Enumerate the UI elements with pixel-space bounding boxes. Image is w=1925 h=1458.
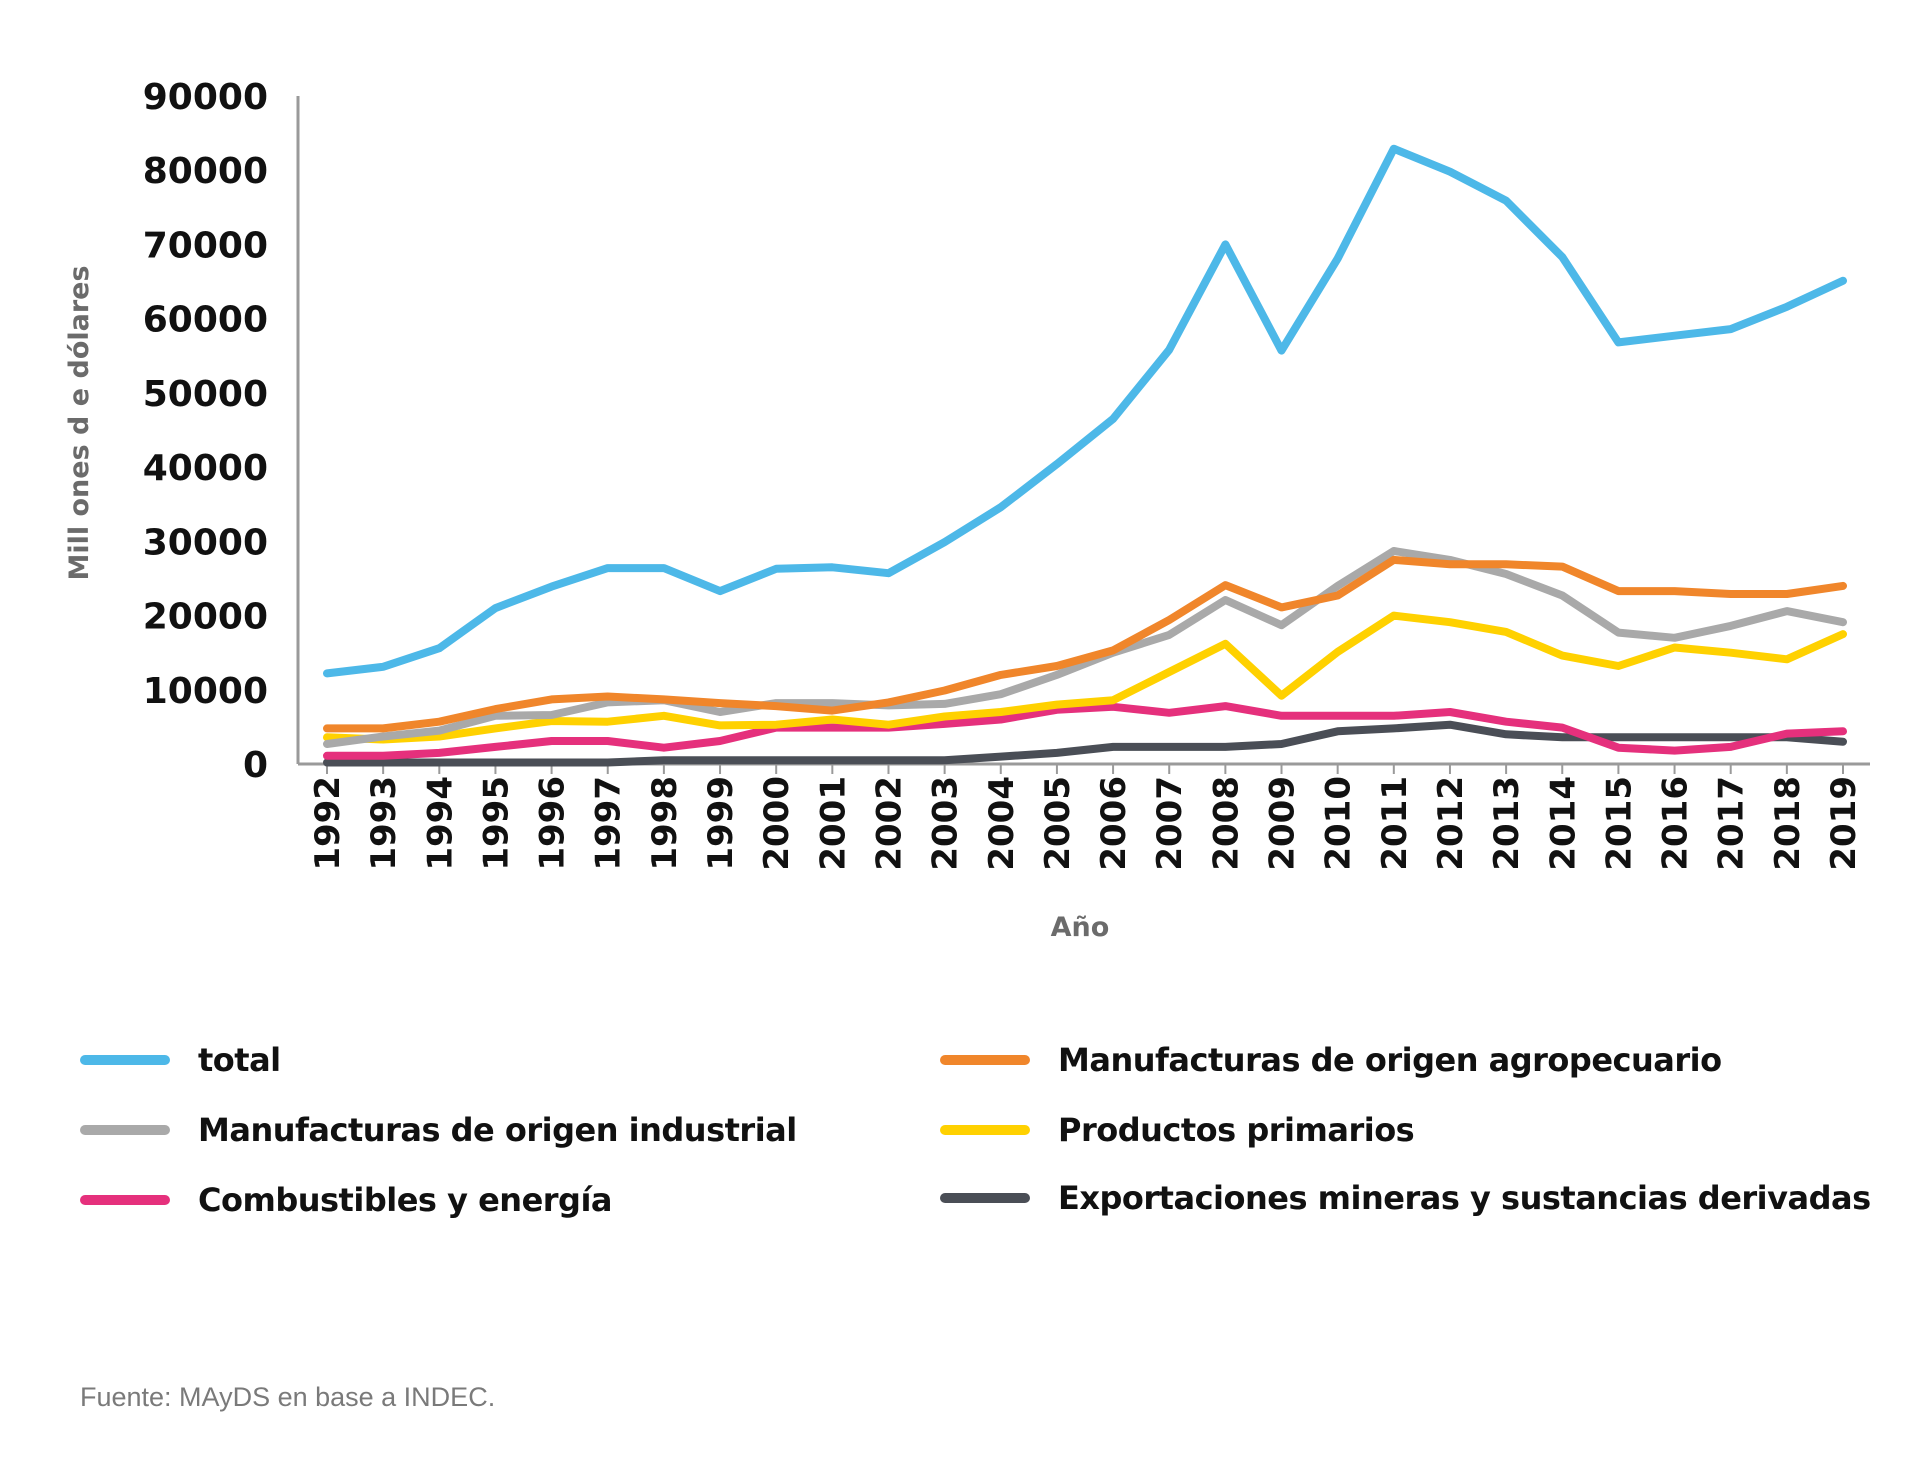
series-lines xyxy=(323,144,1847,767)
legend-label: Exportaciones mineras y sustancias deriv… xyxy=(1058,1179,1871,1217)
y-axis-label: Mill ones d e dólares xyxy=(64,265,95,580)
legend-label: Productos primarios xyxy=(1058,1111,1415,1149)
y-tick-label: 20000 xyxy=(143,597,268,638)
x-tick-label: 2010 xyxy=(1319,776,1359,871)
x-tick-label: 2018 xyxy=(1768,776,1808,871)
y-tick-label: 0 xyxy=(243,745,268,786)
x-tick-label: 2006 xyxy=(1094,776,1134,871)
series-line-0 xyxy=(323,144,1847,678)
series-line-1 xyxy=(323,555,1847,733)
x-axis-ticks: 1992 1993 1994 1995 1996 1997 1998 1999 2000 2001… xyxy=(308,764,1864,871)
x-tick-label: 1995 xyxy=(476,776,516,871)
series-line-4 xyxy=(323,702,1847,760)
y-tick-label: 80000 xyxy=(143,151,268,192)
x-tick-label: 2001 xyxy=(813,776,853,871)
x-tick-label: 1996 xyxy=(533,776,573,871)
series-line-2 xyxy=(323,547,1847,748)
y-tick-label: 10000 xyxy=(143,671,268,712)
x-tick-label: 2014 xyxy=(1543,776,1583,871)
legend-item-moi: Manufacturas de origen industrial xyxy=(80,1110,797,1150)
x-tick-label: 2000 xyxy=(757,776,797,871)
legend-item-combustibles: Combustibles y energía xyxy=(80,1180,613,1220)
source-note: Fuente: MAyDS en base a INDEC. xyxy=(80,1382,496,1412)
legend-item-total: total xyxy=(80,1040,281,1080)
x-tick-label: 1997 xyxy=(589,776,629,871)
x-tick-label: 1998 xyxy=(645,776,685,871)
series-line-3 xyxy=(323,611,1847,744)
x-tick-label: 2019 xyxy=(1824,776,1864,871)
x-tick-label: 2012 xyxy=(1431,776,1471,871)
legend-swatch xyxy=(940,1193,1030,1203)
x-tick-label: 2009 xyxy=(1263,776,1303,871)
legend-swatch xyxy=(80,1055,170,1065)
x-tick-label: 2013 xyxy=(1487,776,1527,871)
x-tick-label: 2007 xyxy=(1150,776,1190,871)
x-tick-label: 2008 xyxy=(1206,776,1246,871)
y-tick-label: 70000 xyxy=(143,225,268,266)
x-tick-label: 2016 xyxy=(1656,776,1696,871)
legend-swatch xyxy=(80,1125,170,1135)
x-tick-label: 2003 xyxy=(926,776,966,871)
x-tick-label: 2015 xyxy=(1599,776,1639,871)
x-tick-label: 1999 xyxy=(701,776,741,871)
y-tick-label: 50000 xyxy=(143,374,268,415)
y-tick-label: 60000 xyxy=(143,300,268,341)
legend-item-primarios: Productos primarios xyxy=(940,1110,1415,1150)
x-tick-label: 2017 xyxy=(1712,776,1752,871)
legend-item-moa: Manufacturas de origen agropecuario xyxy=(940,1040,1722,1080)
legend-label: Manufacturas de origen agropecuario xyxy=(1058,1041,1722,1079)
x-tick-label: 1992 xyxy=(308,776,348,871)
legend-item-mineras: Exportaciones mineras y sustancias deriv… xyxy=(940,1178,1871,1218)
legend-swatch xyxy=(940,1125,1030,1135)
legend-label: total xyxy=(198,1041,281,1079)
legend-swatch xyxy=(940,1055,1030,1065)
x-tick-label: 2011 xyxy=(1375,776,1415,871)
x-tick-label: 2002 xyxy=(869,776,909,871)
legend-swatch xyxy=(80,1195,170,1205)
y-tick-label: 90000 xyxy=(143,77,268,118)
legend-label: Manufacturas de origen industrial xyxy=(198,1111,797,1149)
x-tick-label: 2004 xyxy=(982,776,1022,871)
y-axis-ticks: 0 10000 20000 30000 40000 50000 60000 70000 8000… xyxy=(143,77,268,786)
x-axis-label: Año xyxy=(1051,912,1110,943)
y-tick-label: 30000 xyxy=(143,522,268,563)
legend-label: Combustibles y energía xyxy=(198,1181,613,1219)
y-tick-label: 40000 xyxy=(143,448,268,489)
x-tick-label: 1993 xyxy=(364,776,404,871)
x-tick-label: 1994 xyxy=(420,776,460,871)
x-tick-label: 2005 xyxy=(1038,776,1078,871)
